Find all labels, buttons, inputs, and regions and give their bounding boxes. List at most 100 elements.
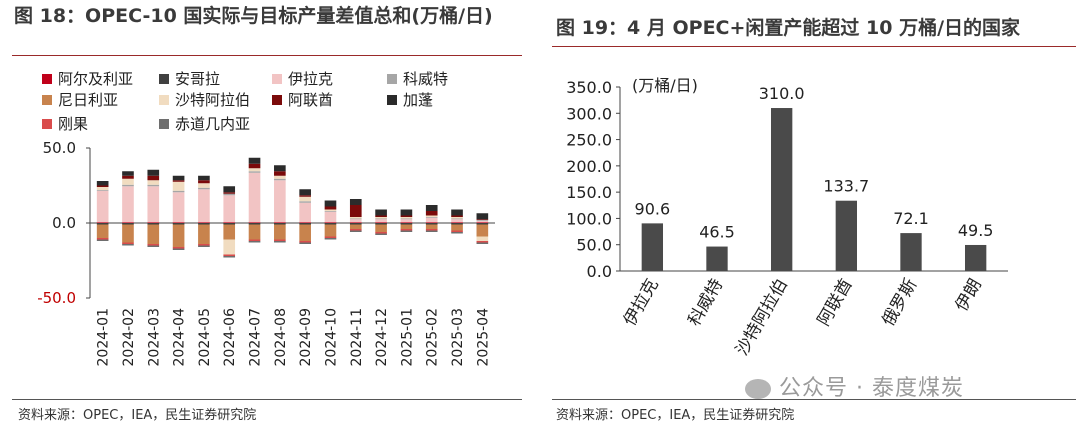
unit-label: (万桶/日) bbox=[632, 76, 698, 95]
bar-segment bbox=[299, 242, 311, 244]
bar-segment bbox=[349, 223, 362, 225]
x-tick-label: 2024-09 bbox=[298, 308, 314, 367]
bar-segment bbox=[122, 175, 134, 179]
bar-segment bbox=[425, 205, 438, 211]
bar-segment bbox=[375, 218, 387, 220]
bar-segment bbox=[172, 175, 185, 181]
bar-segment bbox=[147, 175, 160, 181]
x-tick-label: 伊拉克 bbox=[620, 276, 663, 330]
bar bbox=[835, 200, 858, 271]
bar-segment bbox=[172, 190, 185, 193]
left-source-note: 资料来源：OPEC，IEA，民生证券研究院 bbox=[18, 408, 257, 423]
bar-segment bbox=[274, 165, 286, 172]
legend-swatch bbox=[42, 95, 52, 105]
bar-segment bbox=[425, 222, 438, 223]
bar-segment bbox=[274, 239, 286, 241]
bar-segment bbox=[476, 220, 489, 221]
x-tick-label: 2024-02 bbox=[121, 308, 137, 367]
bar-segment bbox=[324, 236, 337, 238]
bar-segment bbox=[324, 211, 337, 212]
bar-segment bbox=[147, 222, 160, 223]
data-label: 90.6 bbox=[635, 199, 671, 218]
bar-segment bbox=[198, 189, 210, 223]
bar-segment bbox=[299, 223, 311, 225]
bar-segment bbox=[349, 219, 362, 223]
bar-segment bbox=[400, 215, 413, 217]
x-tick-label: 2024-10 bbox=[323, 308, 339, 367]
x-tick-label: 2024-04 bbox=[172, 308, 188, 367]
bar-segment bbox=[299, 195, 311, 197]
right-bar-chart: 0.0 50.0 100.0 150.0 200.0 250.0 300.0 350.0 (万桶… bbox=[566, 76, 1008, 360]
left-source-rule bbox=[12, 399, 522, 400]
bar-segment bbox=[96, 223, 109, 225]
bar-segment bbox=[400, 219, 413, 223]
legend-swatch bbox=[387, 74, 397, 84]
right-chart-title: 图 19：4 月 OPEC+闲置产能超过 10 万桶/日的国家 bbox=[556, 17, 1021, 39]
bar-segment bbox=[476, 241, 489, 243]
right-chart-panel: 图 19：4 月 OPEC+闲置产能超过 10 万桶/日的国家 0.0 50.0 1… bbox=[548, 0, 1080, 437]
bar-segment bbox=[375, 219, 387, 223]
bar bbox=[706, 246, 728, 271]
bar-segment bbox=[324, 206, 337, 210]
bar-segment bbox=[147, 180, 160, 185]
x-tick-label: 2025-02 bbox=[425, 308, 441, 367]
bar-segment bbox=[122, 186, 134, 223]
legend-swatch bbox=[159, 95, 169, 105]
bar-segment bbox=[248, 172, 261, 223]
data-label: 46.5 bbox=[699, 223, 735, 242]
bar-segment bbox=[400, 229, 413, 231]
bar-segment bbox=[299, 224, 311, 241]
bar-segment bbox=[375, 209, 387, 216]
bar-segment bbox=[248, 223, 261, 225]
bar-segment bbox=[223, 224, 236, 240]
bar-segment bbox=[147, 245, 160, 247]
bar-segment bbox=[147, 169, 160, 176]
bar-segment bbox=[122, 224, 134, 243]
bar-segment bbox=[425, 230, 438, 232]
bar-segment bbox=[400, 209, 413, 216]
bar-segment bbox=[248, 157, 261, 164]
bar-segment bbox=[400, 230, 413, 232]
bar-segment bbox=[122, 184, 134, 187]
bar-segment bbox=[147, 184, 160, 187]
x-tick-label: 沙特阿拉伯 bbox=[732, 276, 792, 360]
bar-segment bbox=[122, 223, 134, 225]
legend-label: 沙特阿拉伯 bbox=[175, 91, 250, 109]
bar-segment bbox=[324, 224, 337, 237]
bar-segment bbox=[274, 222, 286, 223]
bar-segment bbox=[349, 229, 362, 231]
bar-segment bbox=[451, 232, 463, 234]
y-tick-label: 250.0 bbox=[566, 131, 612, 150]
legend-label: 阿尔及利亚 bbox=[58, 70, 133, 88]
bar-segment bbox=[122, 171, 134, 176]
bar-segment bbox=[299, 189, 311, 196]
bar-segment bbox=[274, 180, 286, 223]
legend-label: 刚果 bbox=[58, 115, 88, 133]
x-tick-label: 科威特 bbox=[685, 276, 728, 330]
bar-segment bbox=[198, 175, 210, 181]
bar-segment bbox=[147, 224, 160, 244]
data-label: 310.0 bbox=[759, 84, 805, 103]
x-tick-label: 2025-03 bbox=[450, 308, 466, 367]
x-tick-label: 2025-04 bbox=[475, 308, 491, 367]
bar-segment bbox=[324, 238, 337, 240]
right-source-rule bbox=[552, 399, 1076, 400]
left-chart-title: 图 18：OPEC-10 国实际与目标产量差值总和(万桶/日) bbox=[14, 5, 493, 27]
bar-segment bbox=[451, 219, 463, 223]
legend-swatch bbox=[387, 95, 397, 105]
bar-segment bbox=[122, 178, 134, 185]
bar bbox=[770, 108, 793, 272]
bar-segment bbox=[96, 222, 109, 223]
bar-segment bbox=[223, 222, 236, 223]
bar bbox=[900, 233, 922, 271]
bar-segment bbox=[172, 248, 185, 250]
bar-segment bbox=[476, 242, 489, 244]
bar-segment bbox=[198, 187, 210, 190]
bar-segment bbox=[476, 220, 489, 223]
bar-segment bbox=[451, 209, 463, 216]
y-tick-label: 50.0 bbox=[576, 236, 612, 255]
bar-segment bbox=[248, 222, 261, 223]
x-tick-label: 2024-01 bbox=[96, 308, 112, 367]
bar-segment bbox=[425, 217, 438, 223]
